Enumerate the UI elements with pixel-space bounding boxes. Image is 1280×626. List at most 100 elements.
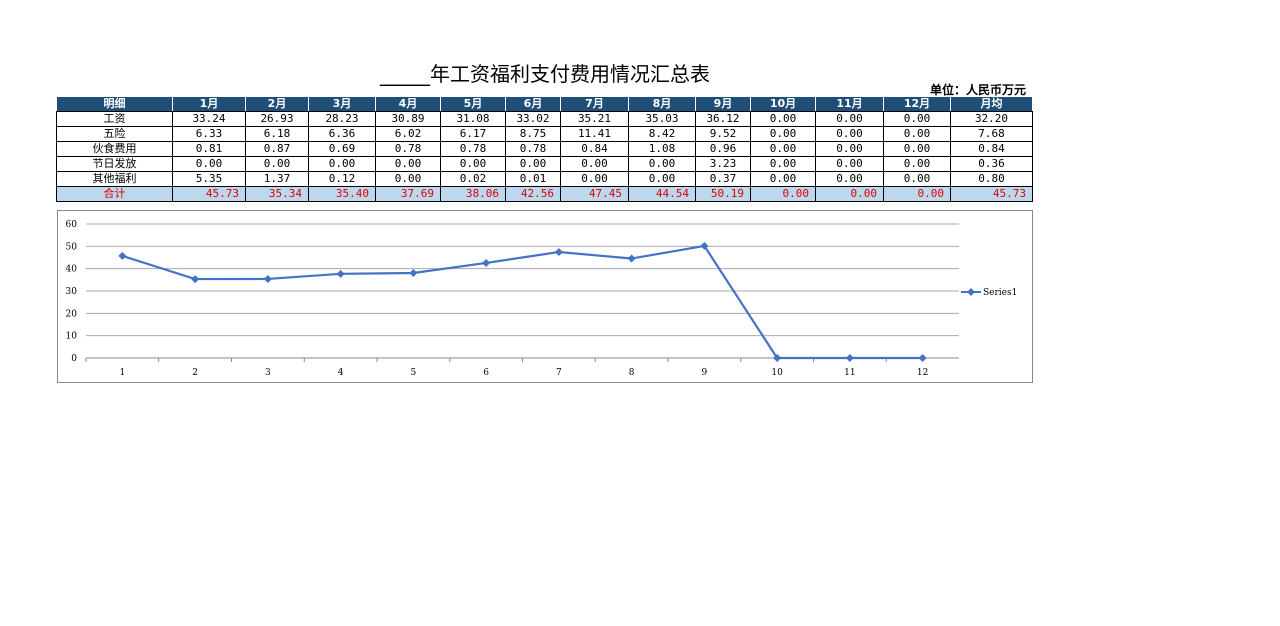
table-cell[interactable]: 0.00 — [560, 171, 629, 187]
total-cell[interactable]: 35.40 — [308, 186, 376, 202]
table-cell[interactable]: 35.03 — [628, 111, 696, 127]
data-point[interactable] — [773, 354, 782, 362]
data-point[interactable] — [118, 251, 127, 260]
table-cell[interactable]: 35.21 — [560, 111, 629, 127]
table-cell[interactable]: 3.23 — [695, 156, 751, 172]
total-cell[interactable]: 0.00 — [815, 186, 884, 202]
table-cell[interactable]: 0.00 — [628, 171, 696, 187]
x-tick-label: 8 — [629, 368, 635, 378]
total-label[interactable]: 合计 — [56, 186, 173, 202]
row-label[interactable]: 其他福利 — [56, 171, 173, 187]
table-cell[interactable]: 8.75 — [505, 126, 561, 142]
data-point[interactable] — [700, 241, 709, 250]
table-cell[interactable]: 32.20 — [950, 111, 1033, 127]
table-cell[interactable]: 0.00 — [375, 171, 441, 187]
table-cell[interactable]: 0.84 — [560, 141, 629, 157]
table-cell[interactable]: 0.00 — [505, 156, 561, 172]
table-cell[interactable]: 0.00 — [815, 126, 884, 142]
column-header: 2月 — [245, 96, 309, 112]
table-cell[interactable]: 0.00 — [628, 156, 696, 172]
total-cell[interactable]: 42.56 — [505, 186, 561, 202]
table-cell[interactable]: 0.78 — [440, 141, 506, 157]
total-cell[interactable]: 47.45 — [560, 186, 629, 202]
table-cell[interactable]: 0.37 — [695, 171, 751, 187]
table-cell[interactable]: 33.02 — [505, 111, 561, 127]
table-cell[interactable]: 36.12 — [695, 111, 751, 127]
table-cell[interactable]: 0.00 — [815, 141, 884, 157]
table-cell[interactable]: 31.08 — [440, 111, 506, 127]
table-cell[interactable]: 0.00 — [883, 156, 951, 172]
data-point[interactable] — [263, 274, 272, 283]
table-cell[interactable]: 0.00 — [750, 171, 816, 187]
table-cell[interactable]: 0.12 — [308, 171, 376, 187]
total-cell[interactable]: 0.00 — [883, 186, 951, 202]
data-point[interactable] — [554, 248, 563, 257]
table-cell[interactable]: 0.00 — [172, 156, 246, 172]
table-cell[interactable]: 0.80 — [950, 171, 1033, 187]
total-cell[interactable]: 44.54 — [628, 186, 696, 202]
table-cell[interactable]: 0.00 — [815, 111, 884, 127]
row-label[interactable]: 伙食费用 — [56, 141, 173, 157]
table-cell[interactable]: 6.33 — [172, 126, 246, 142]
table-cell[interactable]: 0.00 — [750, 141, 816, 157]
row-label[interactable]: 节日发放 — [56, 156, 173, 172]
table-cell[interactable]: 0.00 — [750, 126, 816, 142]
column-header: 5月 — [440, 96, 506, 112]
table-cell[interactable]: 0.00 — [750, 111, 816, 127]
table-cell[interactable]: 11.41 — [560, 126, 629, 142]
table-cell[interactable]: 30.89 — [375, 111, 441, 127]
table-cell[interactable]: 6.36 — [308, 126, 376, 142]
table-cell[interactable]: 0.87 — [245, 141, 309, 157]
table-cell[interactable]: 28.23 — [308, 111, 376, 127]
table-cell[interactable]: 0.00 — [440, 156, 506, 172]
data-point[interactable] — [918, 354, 927, 362]
data-point[interactable] — [845, 354, 854, 362]
table-cell[interactable]: 0.78 — [375, 141, 441, 157]
table-cell[interactable]: 26.93 — [245, 111, 309, 127]
table-cell[interactable]: 0.00 — [883, 171, 951, 187]
row-label[interactable]: 五险 — [56, 126, 173, 142]
table-cell[interactable]: 0.00 — [245, 156, 309, 172]
total-cell[interactable]: 35.34 — [245, 186, 309, 202]
data-point[interactable] — [409, 268, 418, 277]
table-cell[interactable]: 0.69 — [308, 141, 376, 157]
table-cell[interactable]: 0.00 — [308, 156, 376, 172]
table-cell[interactable]: 1.37 — [245, 171, 309, 187]
table-cell[interactable]: 0.00 — [750, 156, 816, 172]
table-cell[interactable]: 0.00 — [815, 156, 884, 172]
table-cell[interactable]: 7.68 — [950, 126, 1033, 142]
table-cell[interactable]: 6.17 — [440, 126, 506, 142]
total-cell[interactable]: 45.73 — [950, 186, 1033, 202]
total-cell[interactable]: 50.19 — [695, 186, 751, 202]
table-cell[interactable]: 6.18 — [245, 126, 309, 142]
table-cell[interactable]: 0.00 — [375, 156, 441, 172]
table-cell[interactable]: 9.52 — [695, 126, 751, 142]
total-cell[interactable]: 45.73 — [172, 186, 246, 202]
table-cell[interactable]: 0.00 — [883, 126, 951, 142]
total-cell[interactable]: 37.69 — [375, 186, 441, 202]
table-cell[interactable]: 8.42 — [628, 126, 696, 142]
table-cell[interactable]: 0.96 — [695, 141, 751, 157]
table-cell[interactable]: 0.00 — [815, 171, 884, 187]
table-cell[interactable]: 0.84 — [950, 141, 1033, 157]
table-cell[interactable]: 0.01 — [505, 171, 561, 187]
table-cell[interactable]: 0.81 — [172, 141, 246, 157]
line-chart[interactable]: 0 10 20 30 40 50 60 1 2 3 4 5 6 7 8 9 10 11 12 Series1 — [57, 210, 1033, 383]
data-point[interactable] — [336, 269, 345, 278]
data-point[interactable] — [627, 254, 636, 263]
table-cell[interactable]: 0.78 — [505, 141, 561, 157]
total-cell[interactable]: 38.06 — [440, 186, 506, 202]
table-cell[interactable]: 0.00 — [560, 156, 629, 172]
table-cell[interactable]: 0.00 — [883, 141, 951, 157]
row-label[interactable]: 工资 — [56, 111, 173, 127]
table-cell[interactable]: 6.02 — [375, 126, 441, 142]
table-cell[interactable]: 0.02 — [440, 171, 506, 187]
table-cell[interactable]: 5.35 — [172, 171, 246, 187]
table-cell[interactable]: 1.08 — [628, 141, 696, 157]
data-point[interactable] — [191, 275, 200, 284]
table-cell[interactable]: 0.36 — [950, 156, 1033, 172]
table-cell[interactable]: 33.24 — [172, 111, 246, 127]
table-cell[interactable]: 0.00 — [883, 111, 951, 127]
total-cell[interactable]: 0.00 — [750, 186, 816, 202]
data-point[interactable] — [482, 258, 491, 267]
